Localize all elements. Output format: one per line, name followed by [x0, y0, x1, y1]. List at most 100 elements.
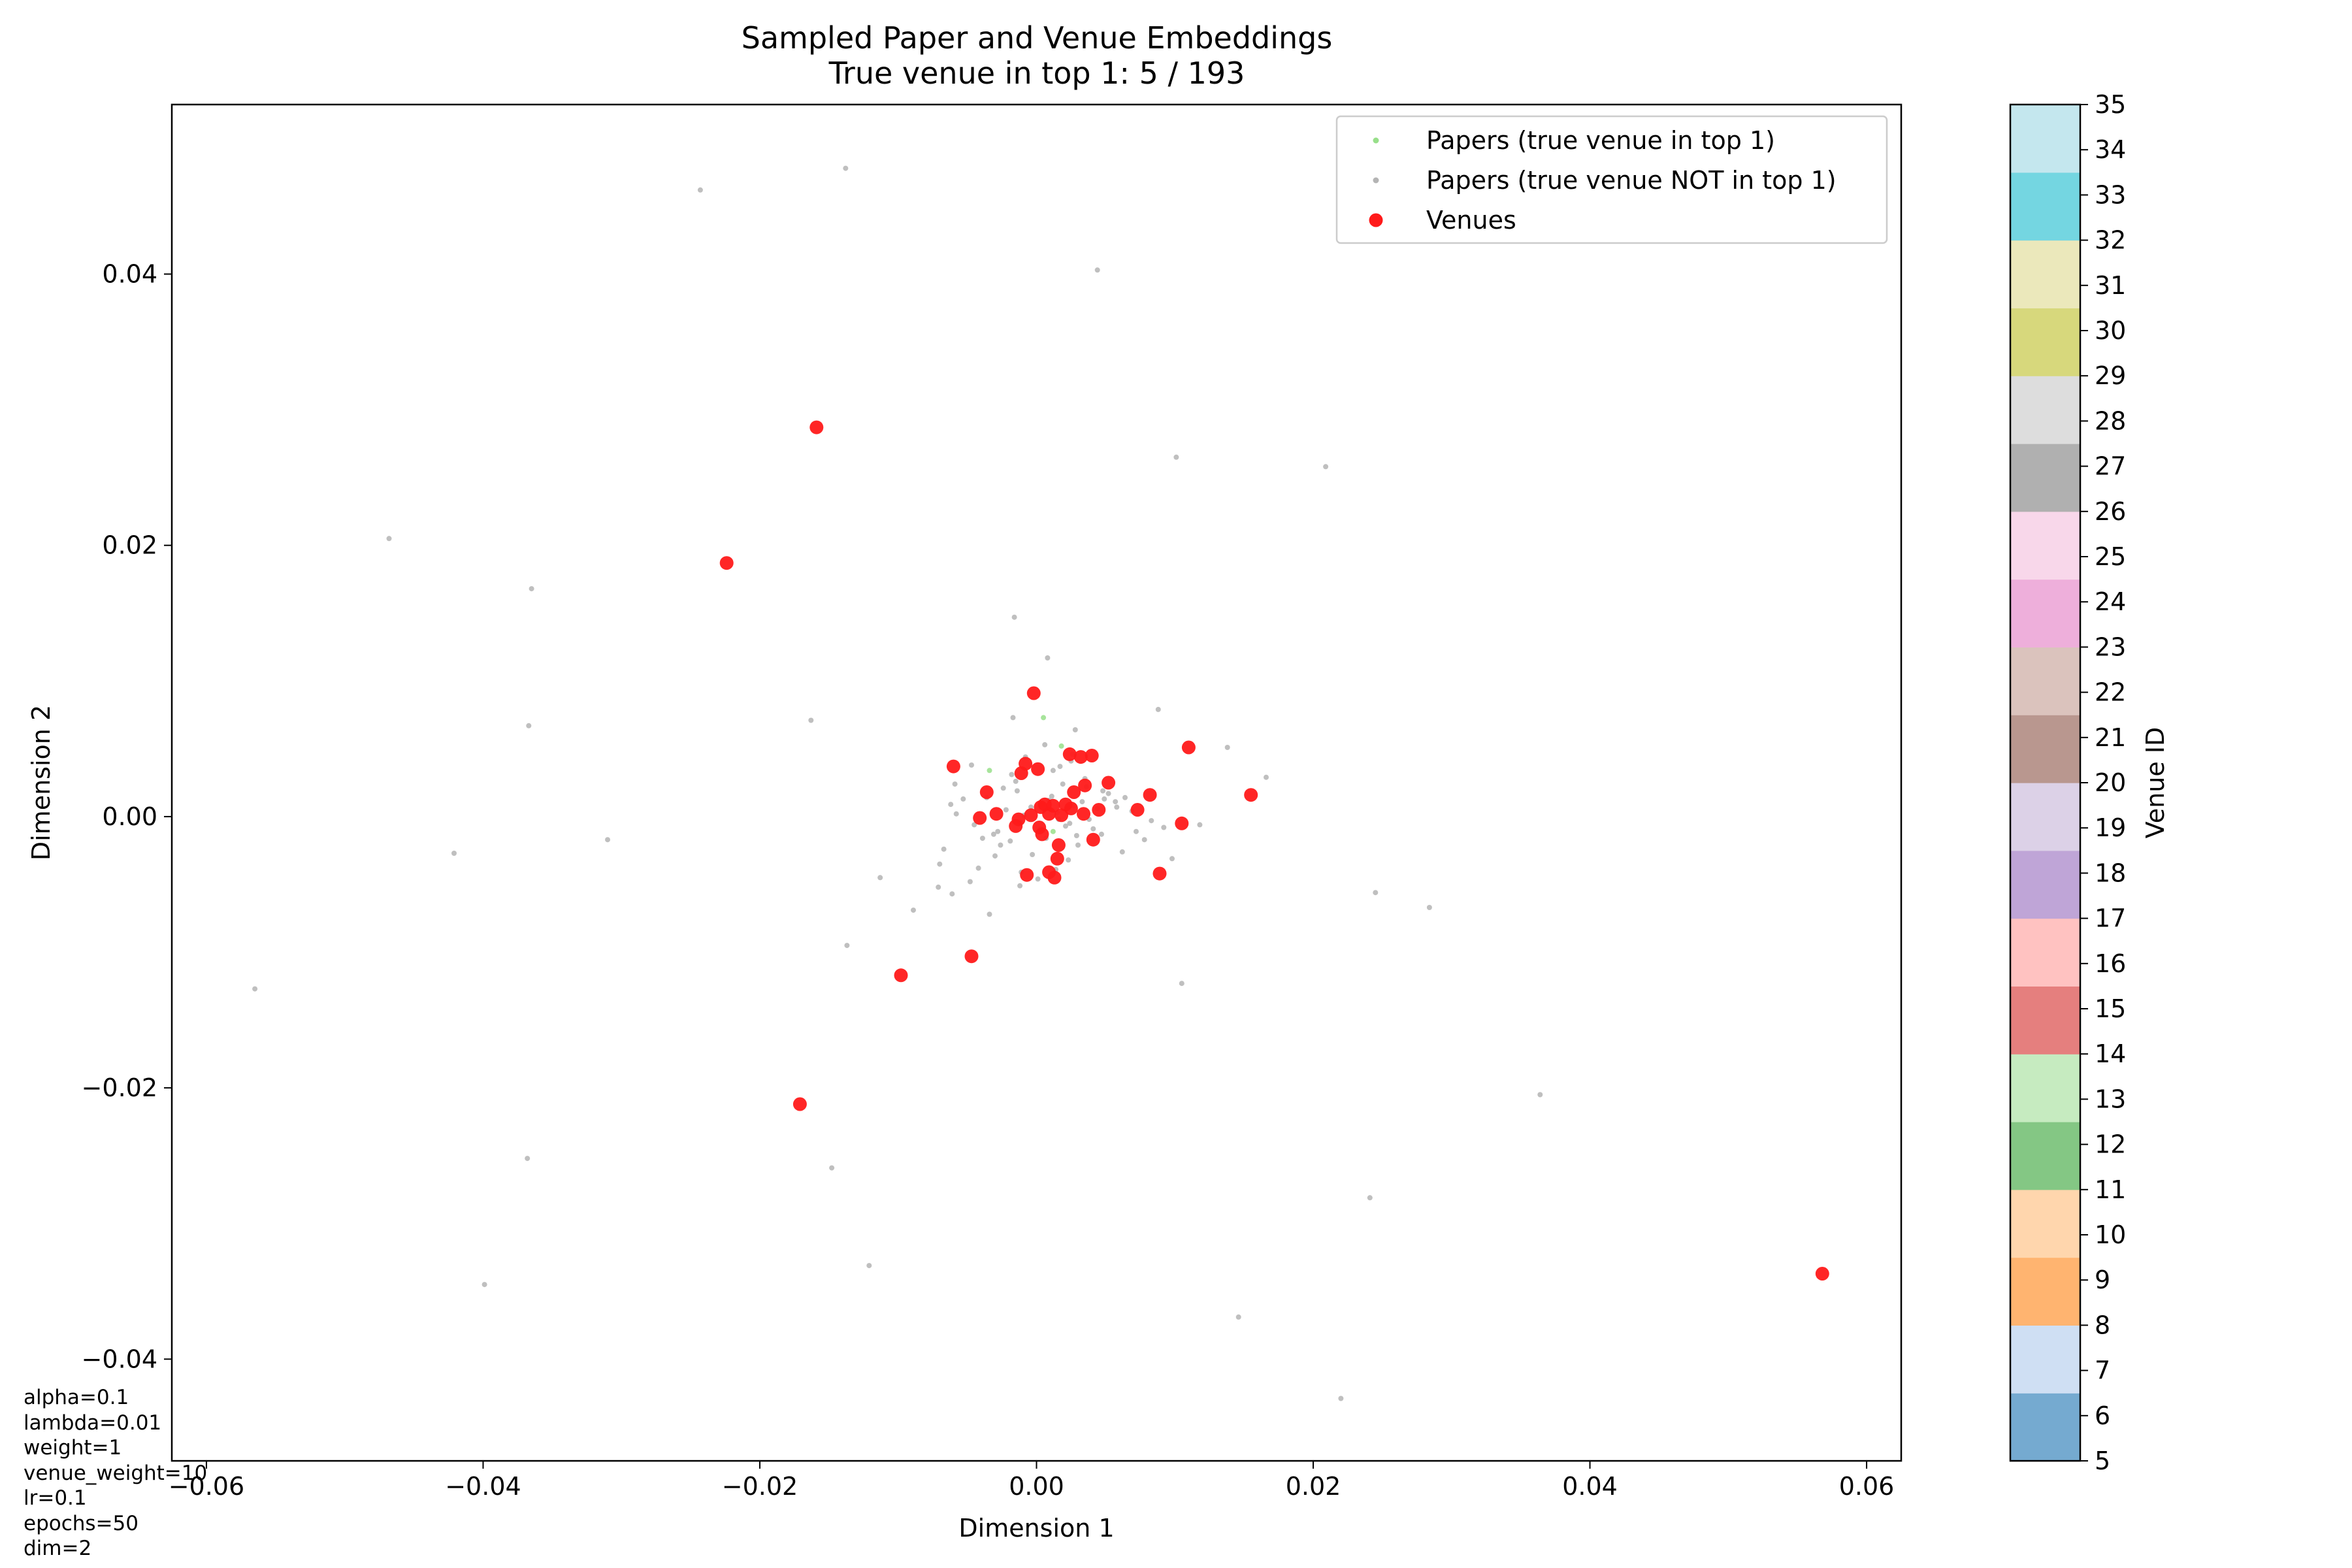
colorbar-tick-label: 20	[2095, 768, 2126, 797]
paper-point	[1072, 727, 1078, 732]
param-dim: dim=2	[24, 1537, 92, 1560]
paper-point	[960, 796, 966, 802]
colorbar-tick-label: 26	[2095, 497, 2126, 526]
y-tick-label: 0.04	[102, 260, 157, 289]
venue-point	[964, 949, 979, 964]
paper-point	[877, 875, 883, 881]
venue-point	[979, 785, 994, 799]
colorbar-label: Venue ID	[2141, 727, 2170, 839]
colorbar-segment	[2010, 715, 2080, 783]
legend-entry-label: Venues	[1426, 206, 1516, 235]
chart-title: Sampled Paper and Venue Embeddings	[742, 20, 1333, 56]
paper-point	[1060, 781, 1066, 787]
paper-point	[987, 911, 992, 917]
x-tick-label: −0.04	[445, 1472, 521, 1501]
y-tick-label: −0.04	[82, 1345, 157, 1373]
colorbar-segment	[2010, 1393, 2080, 1462]
venue-point	[1181, 740, 1196, 755]
venue-point	[1085, 749, 1099, 762]
x-tick-label: 0.04	[1562, 1472, 1618, 1501]
legend-marker	[1373, 177, 1379, 184]
paper-point	[1197, 822, 1203, 828]
paper-point	[1149, 818, 1154, 824]
venue-point	[1062, 747, 1077, 761]
paper-point	[948, 802, 954, 808]
venue-point	[1047, 870, 1062, 885]
x-tick-label: 0.02	[1286, 1472, 1341, 1501]
paper-point	[1155, 706, 1161, 712]
venue-point	[1143, 788, 1157, 802]
paper-point	[1122, 794, 1128, 800]
paper-point	[1426, 905, 1432, 910]
colorbar-segment	[2010, 1257, 2080, 1326]
paper-point	[1102, 796, 1107, 802]
paper-point	[1099, 831, 1104, 837]
paper-point	[1373, 890, 1379, 896]
paper-point	[1105, 791, 1111, 796]
paper-point	[525, 1156, 531, 1162]
paper-point	[1045, 655, 1051, 661]
x-tick-label: 0.00	[1009, 1472, 1064, 1501]
venue-point	[1020, 868, 1034, 882]
colorbar-segment	[2010, 1054, 2080, 1122]
x-tick-label: −0.06	[169, 1472, 244, 1501]
paper-point	[952, 781, 958, 787]
venue-point	[1815, 1267, 1829, 1281]
plot-area: −0.06 −0.04 −0.02 0.00 0.02 0.04 0.06 −0.04 −0.0…	[27, 103, 1903, 1543]
paper-point	[949, 891, 955, 897]
venue-point	[1032, 821, 1047, 834]
paper-point	[1179, 981, 1184, 987]
venue-point	[1067, 785, 1081, 799]
colorbar-segment	[2010, 783, 2080, 851]
paper-point	[953, 811, 959, 817]
paper-point	[844, 943, 850, 949]
venue-point	[973, 811, 987, 825]
paper-point	[1030, 852, 1036, 857]
y-tick-label: 0.00	[102, 802, 157, 831]
colorbar-segment	[2010, 308, 2080, 376]
venue-point	[1024, 808, 1038, 823]
series-2	[719, 420, 1829, 1281]
paper-point	[1050, 768, 1056, 774]
venue-point	[1054, 808, 1069, 823]
x-tick-label: 0.06	[1839, 1472, 1895, 1501]
colorbar-tick-label: 6	[2095, 1401, 2110, 1430]
venue-point	[1031, 762, 1045, 776]
colorbar-tick-label: 34	[2095, 135, 2126, 164]
venue-point	[946, 759, 960, 774]
colorbar-segment	[2010, 850, 2080, 919]
paper-point	[1323, 464, 1329, 470]
paper-point	[1113, 799, 1119, 805]
paper-point	[808, 717, 814, 723]
paper-point	[911, 907, 916, 913]
param-alpha: alpha=0.1	[24, 1386, 129, 1409]
colorbar-segment	[2010, 511, 2080, 580]
venue-point	[1050, 851, 1064, 866]
paper-point	[1338, 1396, 1344, 1401]
colorbar-segment	[2010, 376, 2080, 444]
venue-point	[1086, 832, 1100, 847]
paper-point	[972, 822, 977, 828]
colorbar-tick-label: 18	[2095, 858, 2126, 887]
paper-point	[1367, 1195, 1373, 1201]
legend-entry-label: Papers (true venue in top 1)	[1426, 126, 1775, 155]
colorbar-tick-label: 35	[2095, 90, 2126, 119]
paper-point	[1537, 1092, 1543, 1098]
paper-point	[979, 836, 985, 841]
paper-point	[1141, 837, 1147, 843]
legend-marker	[1369, 213, 1383, 227]
paper-point	[995, 828, 1001, 834]
paper-point	[529, 586, 534, 592]
paper-point	[1066, 857, 1071, 863]
paper-point	[987, 768, 992, 774]
colorbar-tick-label: 27	[2095, 452, 2126, 481]
paper-point	[1003, 807, 1009, 813]
paper-point	[1010, 715, 1016, 721]
venue-point	[1175, 816, 1189, 830]
colorbar-segment	[2010, 647, 2080, 715]
colorbar-tick-label: 12	[2095, 1130, 2126, 1159]
paper-point	[1235, 1314, 1241, 1320]
colorbar-segment	[2010, 105, 2080, 173]
colorbar-tick-label: 32	[2095, 226, 2126, 255]
legend: Papers (true venue in top 1) Papers (true…	[1335, 115, 1888, 244]
